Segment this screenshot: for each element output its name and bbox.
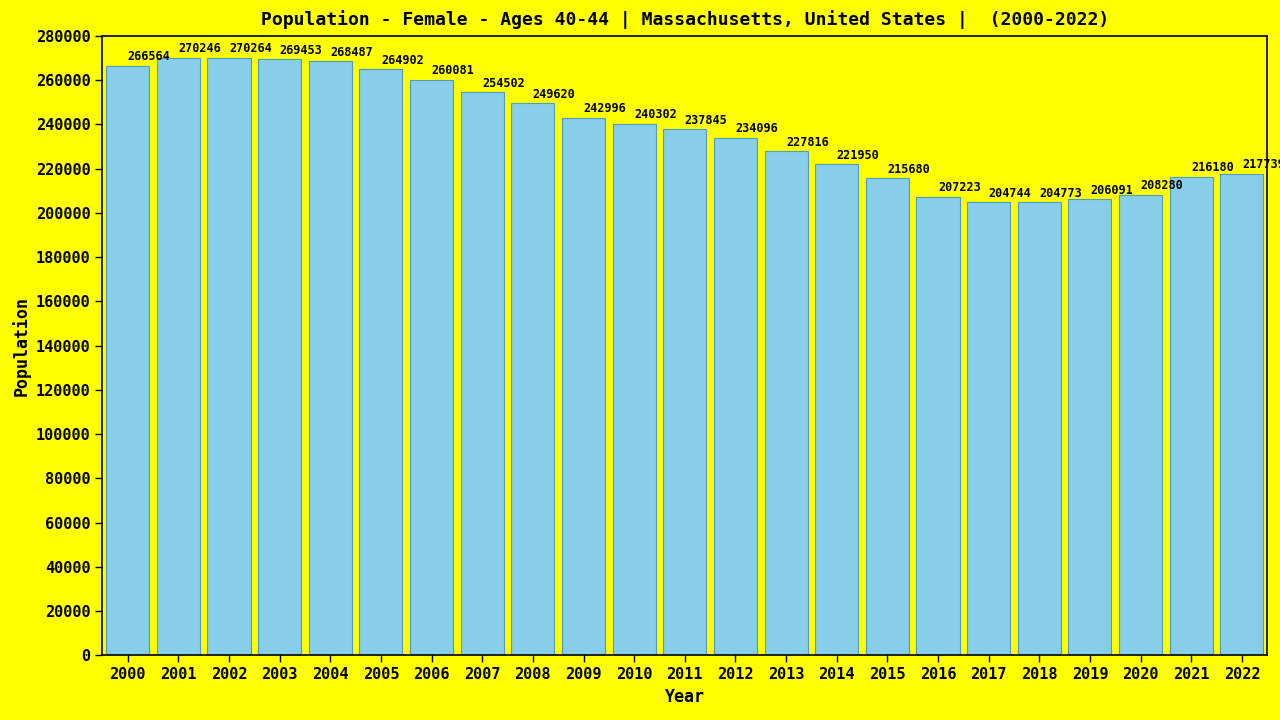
Bar [511, 103, 554, 655]
Bar [916, 197, 960, 655]
Text: 249620: 249620 [532, 88, 576, 101]
Bar [1069, 199, 1111, 655]
Bar [764, 151, 808, 655]
Text: 207223: 207223 [938, 181, 980, 194]
Text: 216180: 216180 [1192, 161, 1234, 174]
Text: 227816: 227816 [786, 136, 829, 149]
Text: 268487: 268487 [330, 46, 372, 59]
Bar [106, 66, 150, 655]
Bar [714, 138, 756, 655]
Text: 264902: 264902 [381, 54, 424, 67]
Bar [360, 69, 402, 655]
Bar [1170, 177, 1212, 655]
Bar [815, 164, 859, 655]
Bar [1220, 174, 1263, 655]
Bar [157, 58, 200, 655]
Bar [1018, 202, 1061, 655]
Bar [410, 80, 453, 655]
Bar [968, 202, 1010, 655]
Bar [1119, 194, 1162, 655]
Text: 270246: 270246 [178, 42, 221, 55]
Text: 242996: 242996 [584, 102, 626, 115]
Bar [461, 92, 504, 655]
Bar [562, 118, 605, 655]
Text: 260081: 260081 [431, 64, 475, 77]
Text: 206091: 206091 [1091, 184, 1133, 197]
Bar [663, 129, 707, 655]
Text: 234096: 234096 [736, 122, 778, 135]
Title: Population - Female - Ages 40-44 | Massachusetts, United States |  (2000-2022): Population - Female - Ages 40-44 | Massa… [261, 10, 1108, 29]
Text: 215680: 215680 [887, 163, 931, 176]
Text: 204744: 204744 [988, 186, 1032, 199]
X-axis label: Year: Year [664, 688, 705, 706]
Bar [259, 59, 301, 655]
Bar [613, 124, 655, 655]
Bar [865, 179, 909, 655]
Text: 237845: 237845 [685, 114, 727, 127]
Bar [207, 58, 251, 655]
Text: 208280: 208280 [1140, 179, 1183, 192]
Y-axis label: Population: Population [12, 296, 31, 395]
Text: 217739: 217739 [1242, 158, 1280, 171]
Text: 221950: 221950 [837, 149, 879, 162]
Text: 270264: 270264 [229, 42, 271, 55]
Text: 204773: 204773 [1039, 186, 1082, 199]
Text: 266564: 266564 [128, 50, 170, 63]
Bar [308, 61, 352, 655]
Text: 254502: 254502 [483, 77, 525, 90]
Text: 269453: 269453 [279, 44, 323, 57]
Text: 240302: 240302 [634, 108, 677, 121]
